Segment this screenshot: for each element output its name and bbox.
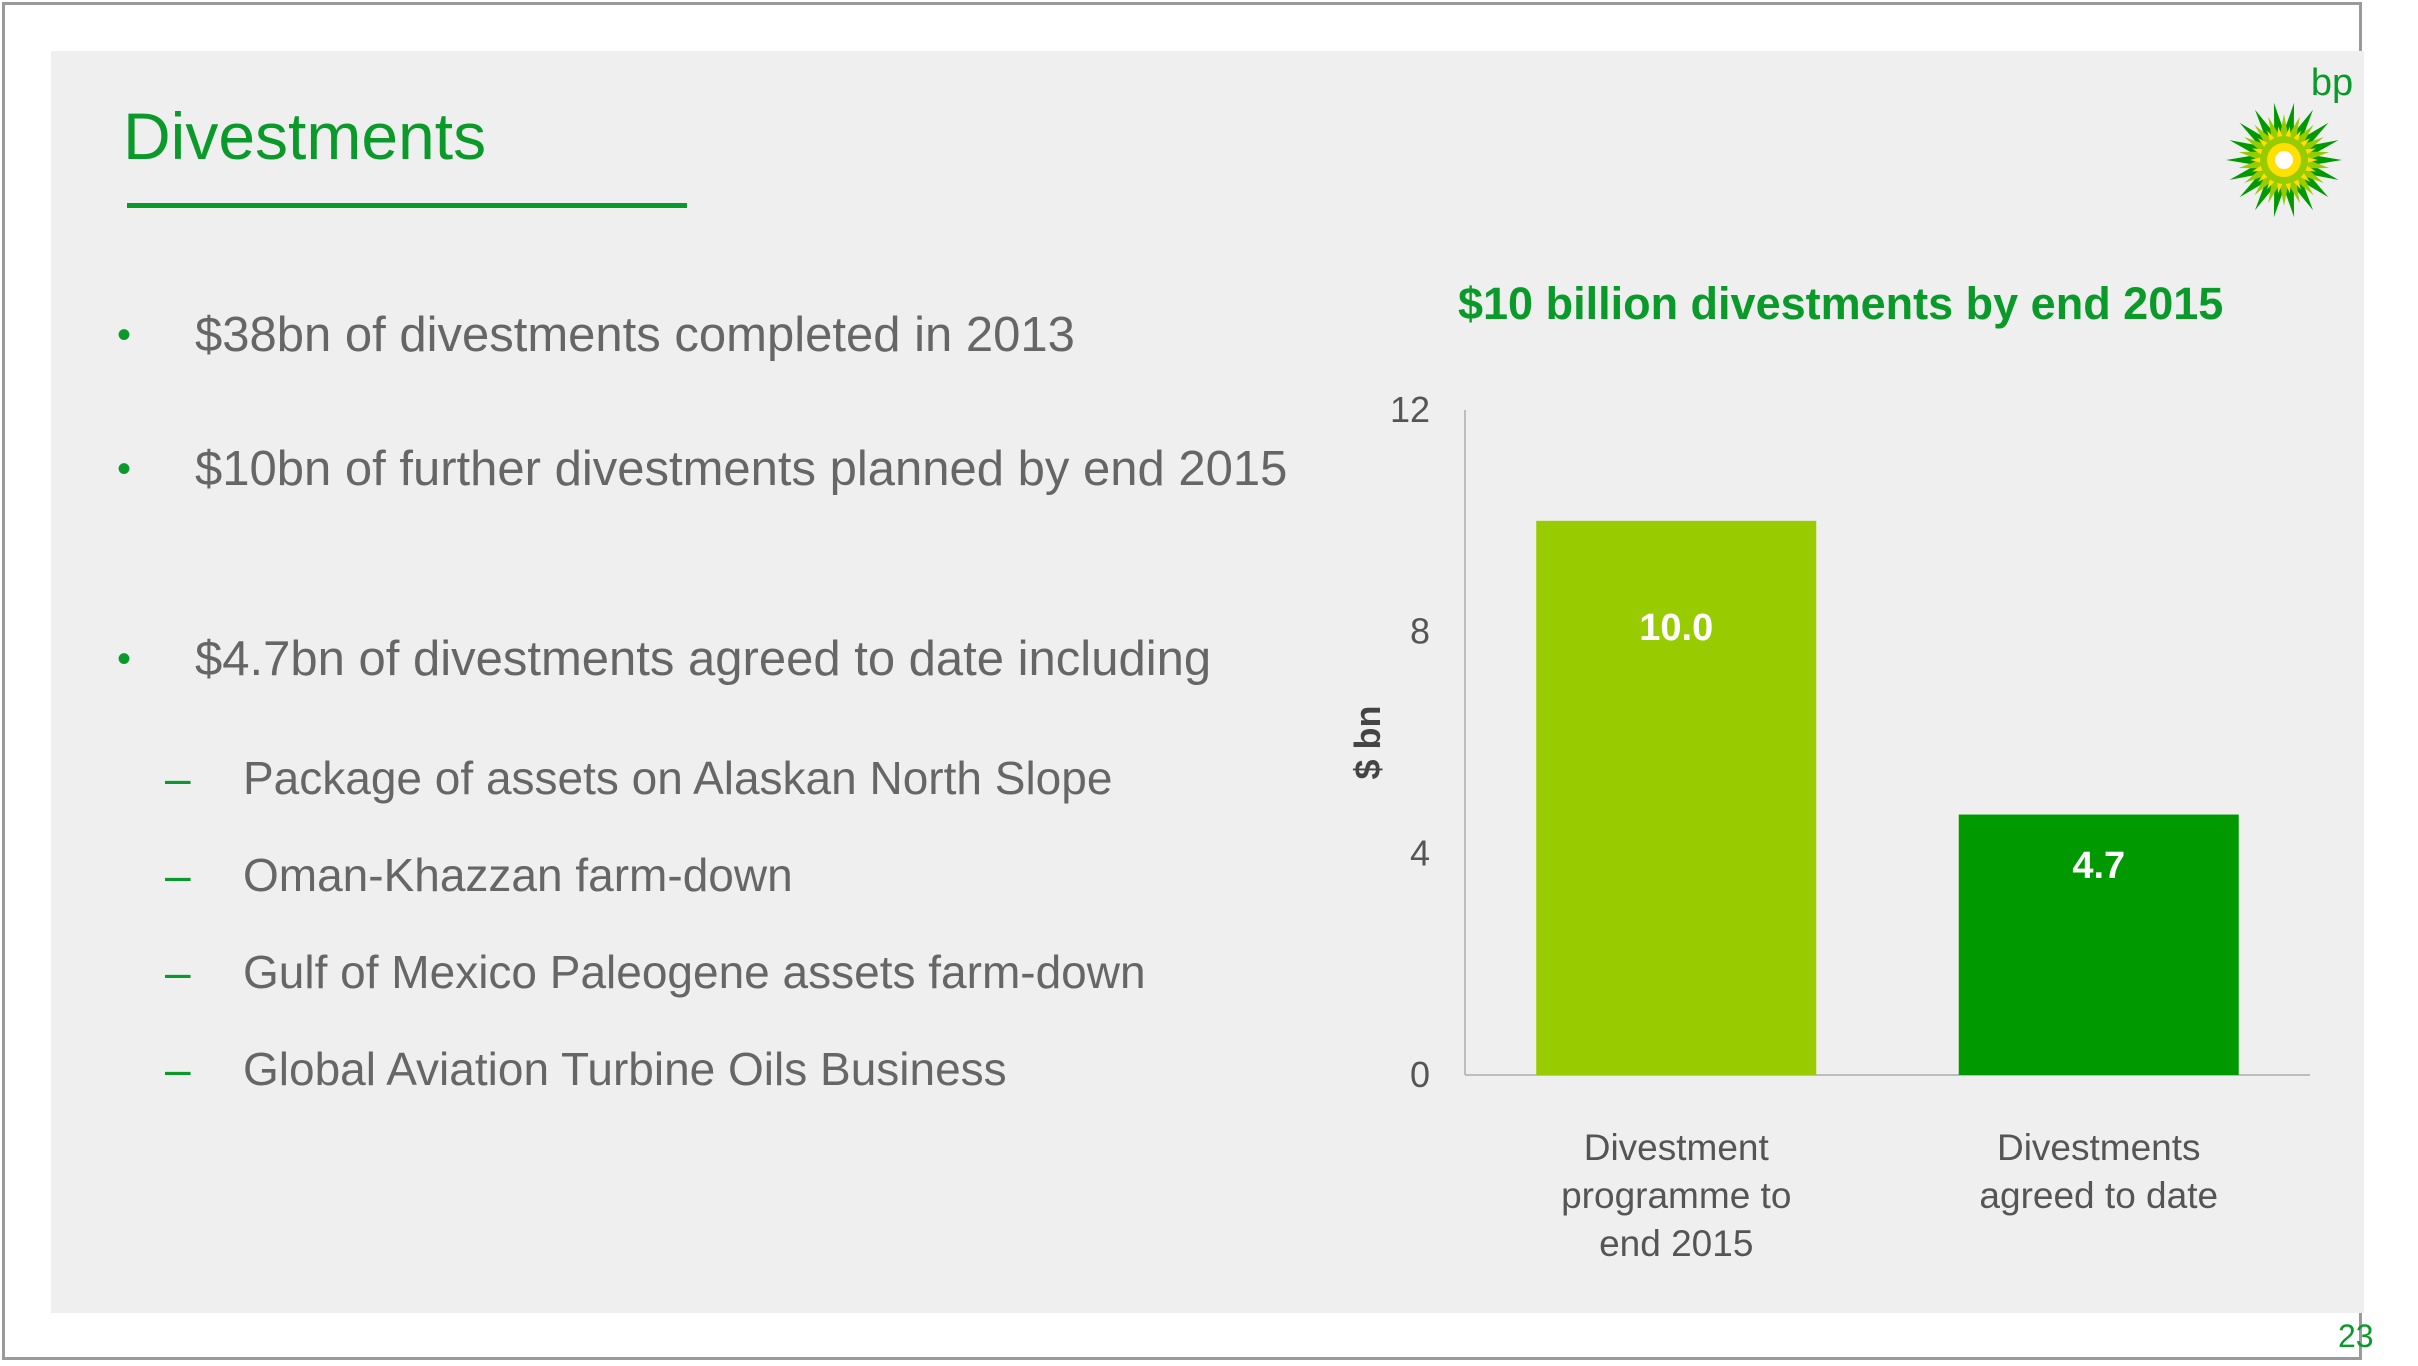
y-axis-label: $ bn bbox=[1347, 705, 1388, 779]
logo-ray bbox=[2279, 114, 2289, 140]
dash-icon: – bbox=[165, 1043, 191, 1095]
bar-value-label: 4.7 bbox=[2072, 845, 2125, 887]
sub-bullet-text: Package of assets on Alaskan North Slope bbox=[243, 752, 1113, 804]
slide-title: Divestments bbox=[123, 99, 487, 173]
x-category-label: Divestment programme to end 2015 bbox=[1561, 1127, 1791, 1264]
y-tick-label: 12 bbox=[1390, 389, 1430, 430]
bullet-text: $4.7bn of divestments agreed to date inc… bbox=[195, 632, 1212, 686]
sub-bullet-text: Gulf of Mexico Paleogene assets farm-dow… bbox=[243, 946, 1146, 998]
logo-ray bbox=[2279, 180, 2289, 206]
sub-bullet-text: Oman-Khazzan farm-down bbox=[243, 849, 793, 901]
bar bbox=[1958, 814, 2239, 1075]
dash-icon: – bbox=[165, 752, 191, 804]
page-number: 23 bbox=[2338, 1318, 2374, 1354]
bullet-dot-icon: • bbox=[117, 637, 132, 681]
bp-helios-logo-icon: bp bbox=[2226, 62, 2353, 218]
bullet-dot-icon: • bbox=[117, 313, 132, 357]
y-tick-label: 8 bbox=[1410, 611, 1430, 652]
y-tick-label: 4 bbox=[1410, 832, 1430, 873]
bar-value-label: 10.0 bbox=[1639, 607, 1713, 649]
slide-canvas bbox=[51, 51, 2364, 1313]
x-category-label: Divestments agreed to date bbox=[1979, 1127, 2218, 1216]
bar bbox=[1536, 520, 1817, 1075]
title-underline bbox=[127, 203, 687, 208]
bullet-text: $10bn of further divestments planned by … bbox=[195, 442, 1288, 496]
bullet-dot-icon: • bbox=[117, 447, 132, 491]
chart-title: $10 billion divestments by end 2015 bbox=[1458, 278, 2224, 329]
bullet-text: $38bn of divestments completed in 2013 bbox=[195, 308, 1075, 362]
bar-chart: 0 4 8 12 $ bn 10.0 Divestment programme to end 2… bbox=[1347, 389, 2310, 1264]
dash-icon: – bbox=[165, 849, 191, 901]
dash-icon: – bbox=[165, 946, 191, 998]
sub-bullet-text: Global Aviation Turbine Oils Business bbox=[243, 1043, 1007, 1095]
logo-text: bp bbox=[2311, 62, 2353, 104]
y-tick-label: 0 bbox=[1410, 1054, 1430, 1095]
